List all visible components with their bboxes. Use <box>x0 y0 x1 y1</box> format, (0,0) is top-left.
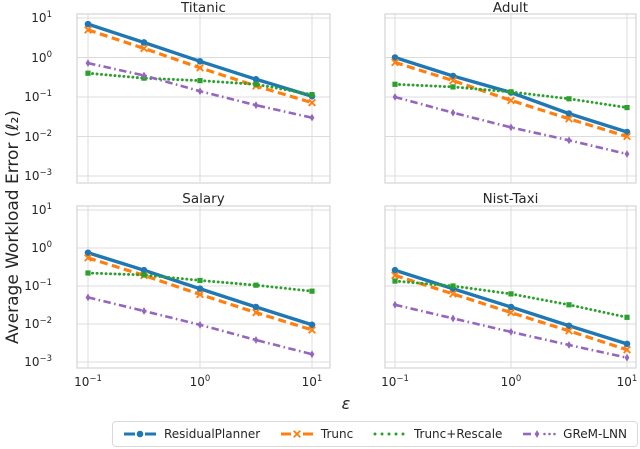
subplot-titanic <box>76 13 331 184</box>
y-tick-label: 100 <box>31 240 52 255</box>
y-tick-label: 100 <box>31 49 52 65</box>
legend-item-grem-lnn: GReM-LNN <box>522 427 627 441</box>
subplot-title-titanic: Titanic <box>181 0 226 16</box>
series-grem-lnn <box>392 300 630 362</box>
y-axis-label: Average Workload Error (ℓ₂) <box>3 110 23 344</box>
series-trunc+rescale <box>392 81 630 111</box>
series-trunc+rescale <box>85 270 315 294</box>
legend-label: Trunc+Rescale <box>413 427 503 441</box>
y-tick-label: 10−2 <box>24 316 52 331</box>
subplot-nist-taxi <box>384 205 637 369</box>
legend-item-trunc: Trunc <box>280 427 353 441</box>
subplot-title-nist-taxi: Nist-Taxi <box>482 191 539 207</box>
x-tick-label: 101 <box>301 374 323 389</box>
legend-label: Trunc <box>320 427 354 441</box>
y-tick-label: 101 <box>31 202 52 217</box>
x-tick-label: 100 <box>500 374 522 389</box>
series-trunc <box>391 271 631 354</box>
subplot-title-adult: Adult <box>492 0 529 16</box>
series-trunc <box>84 25 316 107</box>
residualplanner-line-sample <box>124 430 156 438</box>
subplot-salary <box>76 205 331 369</box>
legend-item-residualplanner: ResidualPlanner <box>123 427 260 441</box>
series-residualplanner <box>84 249 316 329</box>
x-tick-label: 101 <box>616 374 638 389</box>
y-tick-label: 10−1 <box>24 278 52 293</box>
y-tick-label: 10−3 <box>24 168 52 183</box>
x-tick-label: 10−1 <box>74 374 102 389</box>
legend-label: ResidualPlanner <box>164 427 261 441</box>
grem-lnn-line-sample <box>523 430 556 438</box>
series-grem-lnn <box>85 59 315 122</box>
y-tick-label: 10−3 <box>24 354 52 369</box>
series-grem-lnn <box>392 93 630 158</box>
series-trunc+rescale <box>392 278 630 320</box>
y-tick-label: 101 <box>31 10 52 25</box>
x-tick-label: 100 <box>189 374 211 389</box>
x-tick-label: 10−1 <box>381 374 409 389</box>
trunc-line-sample <box>280 430 313 438</box>
subplot-title-salary: Salary <box>182 191 225 207</box>
x-axis-label: ε <box>341 394 351 413</box>
subplot-adult <box>384 13 637 184</box>
legend-label: GReM-LNN <box>563 427 627 441</box>
series-grem-lnn <box>85 293 315 359</box>
legend-item-trunc-rescale: Trunc+Rescale <box>373 427 502 441</box>
y-tick-label: 10−2 <box>24 128 52 144</box>
legend: ResidualPlanner Trunc Trunc+Rescale GReM… <box>112 421 638 447</box>
trunc-rescale-line-sample <box>373 432 405 436</box>
series-trunc <box>391 58 631 141</box>
y-tick-label: 10−1 <box>24 89 52 104</box>
